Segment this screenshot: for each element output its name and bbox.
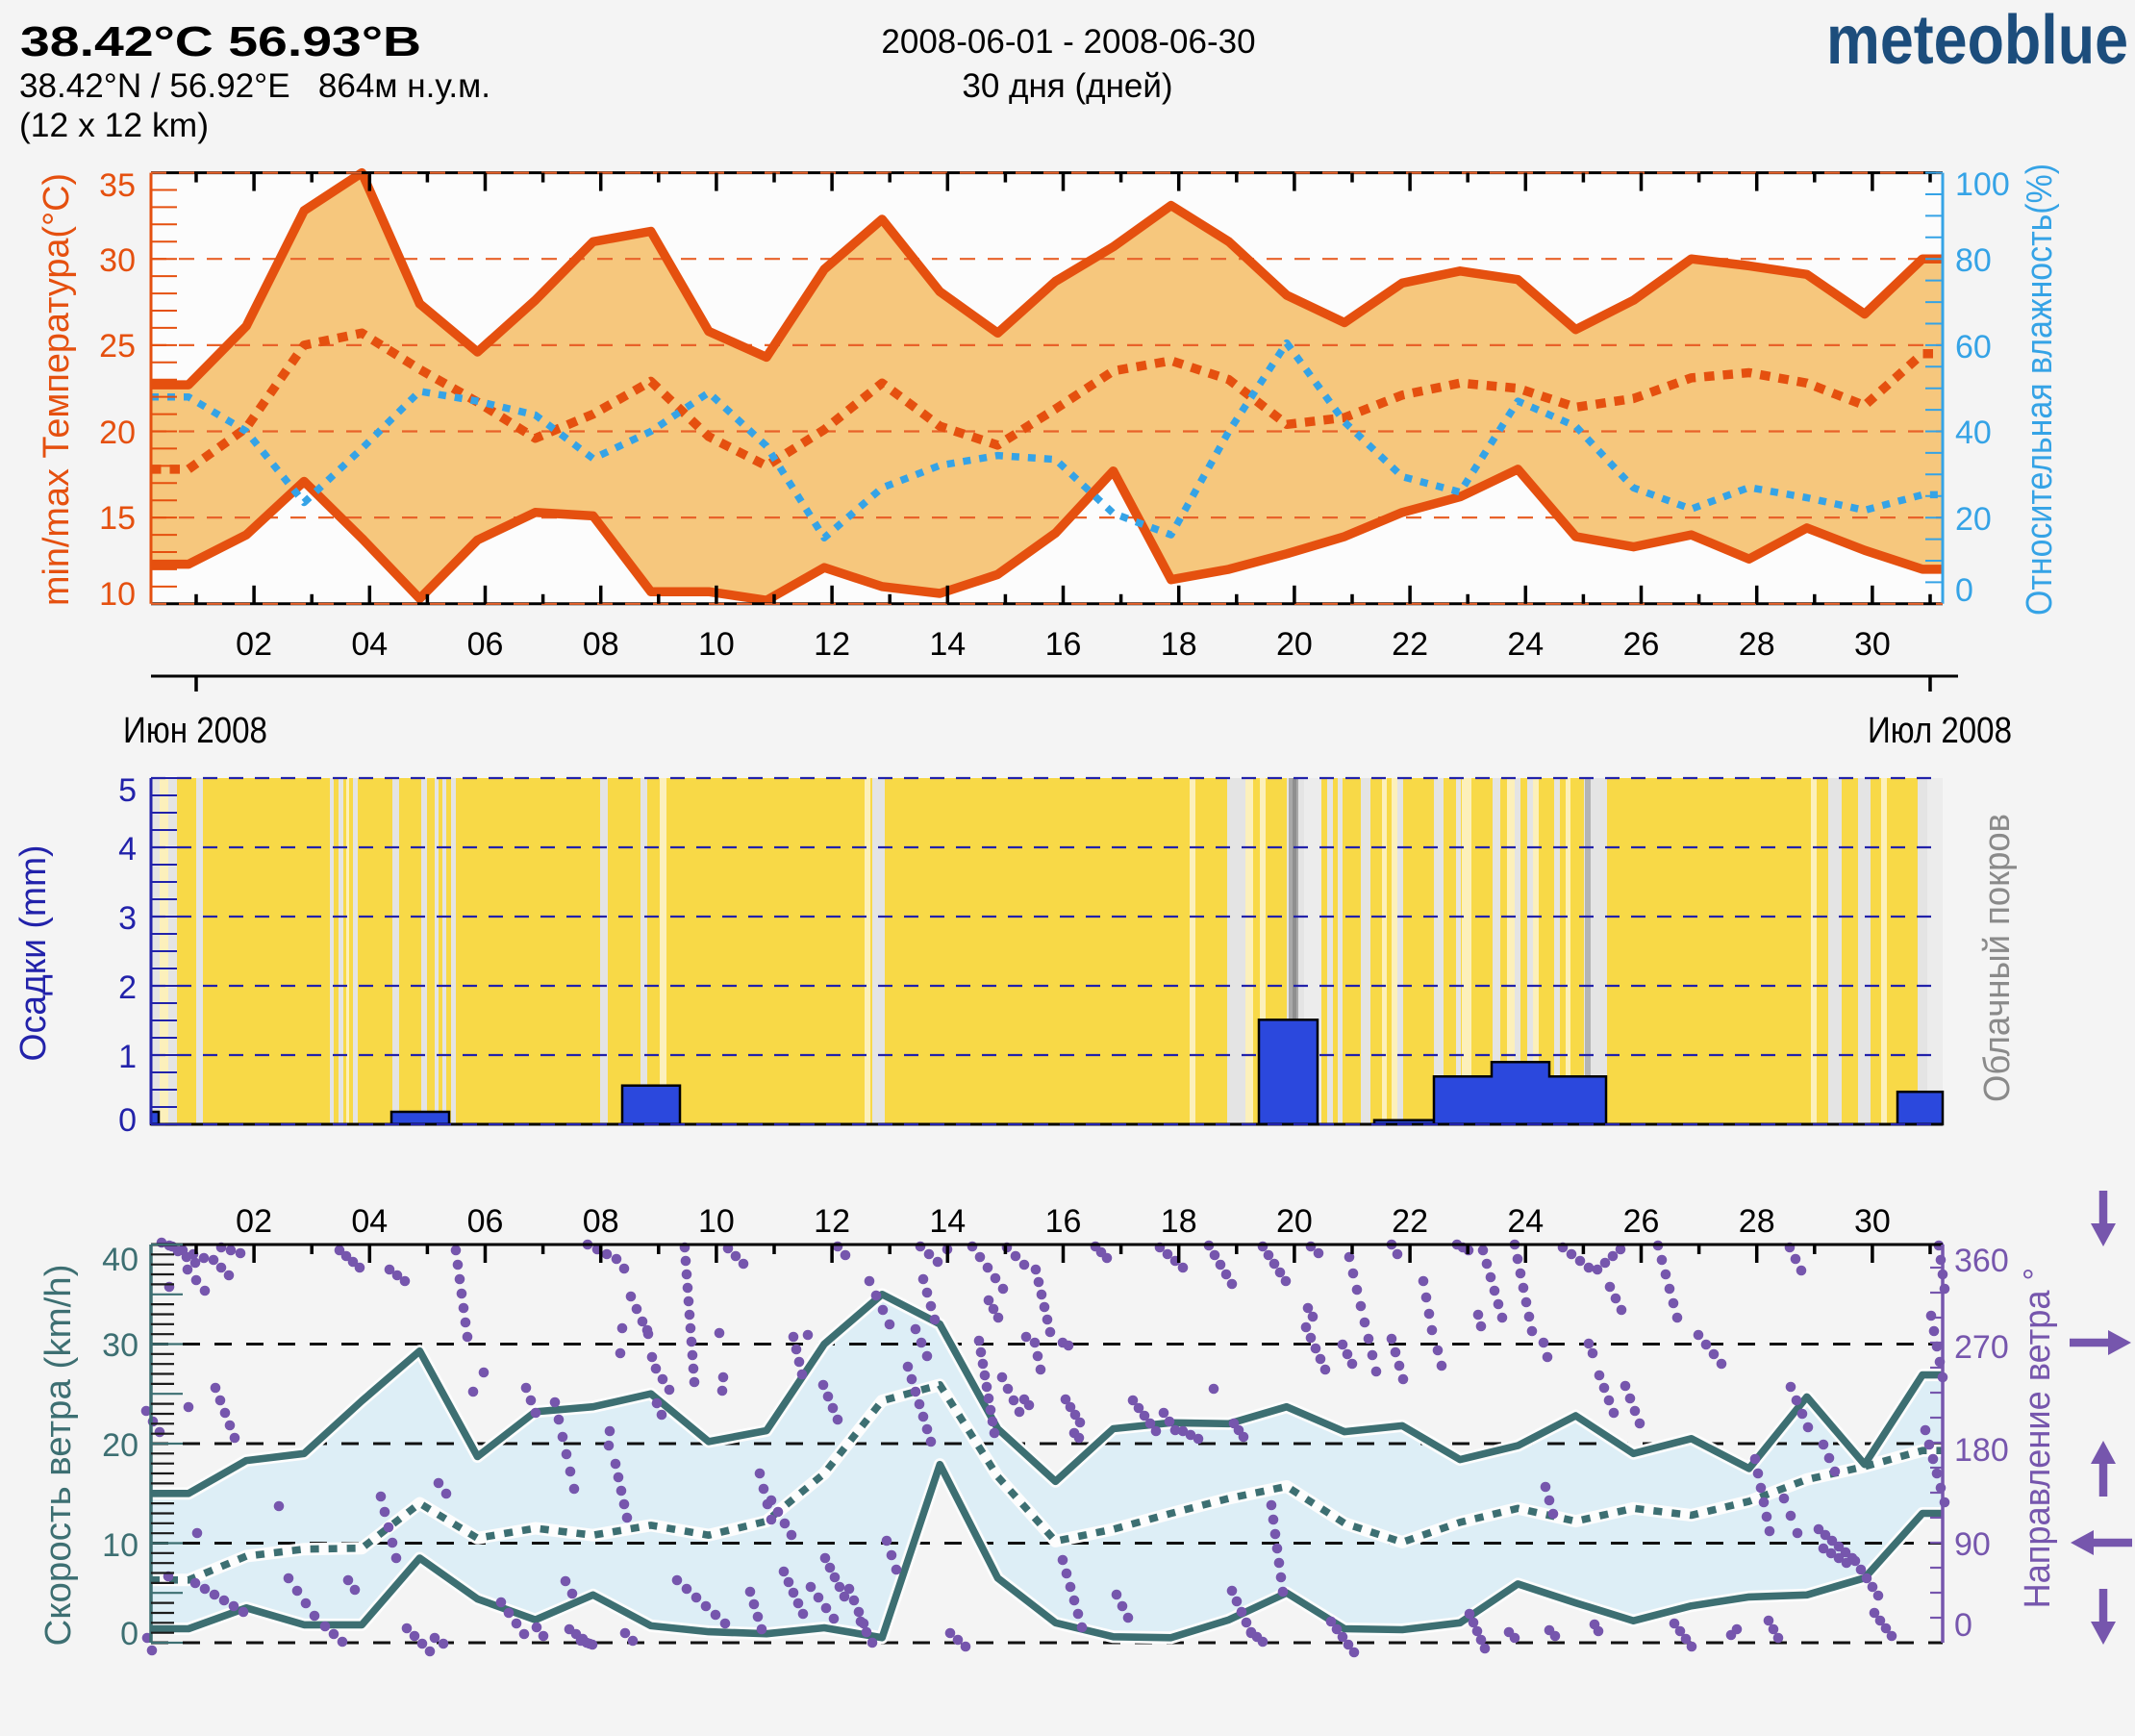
svg-text:38.42°C 56.93°B: 38.42°C 56.93°B bbox=[20, 18, 421, 65]
svg-text:38.42°N / 56.92°E 864м н.у.м: 38.42°N / 56.92°E 864м н.у.м. bbox=[19, 67, 490, 105]
svg-text:20: 20 bbox=[102, 1427, 138, 1464]
svg-text:02: 02 bbox=[236, 1203, 272, 1240]
svg-text:min/max Температура(°C): min/max Температура(°C) bbox=[37, 173, 77, 606]
svg-text:Июн 2008: Июн 2008 bbox=[123, 711, 267, 751]
svg-text:0: 0 bbox=[118, 1102, 137, 1139]
svg-text:3: 3 bbox=[118, 900, 137, 937]
svg-text:40: 40 bbox=[1955, 415, 1992, 451]
svg-text:15: 15 bbox=[99, 500, 136, 537]
svg-text:18: 18 bbox=[1161, 626, 1197, 663]
svg-text:0: 0 bbox=[1954, 1607, 1972, 1644]
svg-text:20: 20 bbox=[1955, 501, 1992, 538]
svg-text:40: 40 bbox=[102, 1242, 138, 1278]
svg-text:80: 80 bbox=[1955, 242, 1992, 279]
svg-text:°: ° bbox=[2022, 1264, 2035, 1300]
svg-text:24: 24 bbox=[1507, 1203, 1544, 1240]
svg-text:10: 10 bbox=[102, 1527, 138, 1564]
svg-text:18: 18 bbox=[1161, 1203, 1197, 1240]
svg-text:12: 12 bbox=[814, 626, 850, 663]
svg-text:28: 28 bbox=[1739, 1203, 1775, 1240]
svg-text:26: 26 bbox=[1623, 1203, 1660, 1240]
svg-text:30: 30 bbox=[1854, 1203, 1891, 1240]
svg-text:Скорость ветра (km/h): Скорость ветра (km/h) bbox=[38, 1265, 79, 1647]
svg-text:04: 04 bbox=[351, 1203, 388, 1240]
svg-text:35: 35 bbox=[99, 167, 136, 204]
svg-text:14: 14 bbox=[929, 626, 966, 663]
svg-text:30: 30 bbox=[99, 242, 136, 279]
svg-text:16: 16 bbox=[1045, 1203, 1082, 1240]
svg-text:Относительная влажность(%): Относительная влажность(%) bbox=[2020, 164, 2060, 616]
svg-text:(12 x 12 km): (12 x 12 km) bbox=[19, 107, 209, 144]
svg-text:0: 0 bbox=[1955, 572, 1973, 609]
svg-text:1: 1 bbox=[118, 1039, 137, 1075]
svg-text:20: 20 bbox=[1276, 626, 1313, 663]
svg-text:30: 30 bbox=[102, 1327, 138, 1364]
svg-text:25: 25 bbox=[99, 328, 136, 365]
svg-text:4: 4 bbox=[118, 831, 137, 868]
svg-text:0: 0 bbox=[120, 1616, 138, 1652]
svg-text:10: 10 bbox=[99, 576, 136, 613]
svg-text:100: 100 bbox=[1955, 166, 2010, 203]
svg-text:meteoblue: meteoblue bbox=[1826, 2, 2128, 79]
svg-text:12: 12 bbox=[814, 1203, 850, 1240]
svg-text:24: 24 bbox=[1507, 626, 1544, 663]
svg-text:02: 02 bbox=[236, 626, 272, 663]
svg-text:28: 28 bbox=[1739, 626, 1775, 663]
svg-text:360: 360 bbox=[1954, 1243, 2009, 1279]
svg-text:270: 270 bbox=[1954, 1329, 2009, 1366]
svg-text:Направление ветра: Направление ветра bbox=[2018, 1290, 2058, 1609]
svg-text:60: 60 bbox=[1955, 329, 1992, 365]
svg-text:06: 06 bbox=[467, 1203, 504, 1240]
svg-text:22: 22 bbox=[1392, 1203, 1428, 1240]
svg-text:2008-06-01 - 2008-06-30: 2008-06-01 - 2008-06-30 bbox=[881, 23, 1255, 61]
svg-text:20: 20 bbox=[99, 415, 136, 451]
svg-text:Осадки (mm): Осадки (mm) bbox=[13, 845, 54, 1062]
svg-text:90: 90 bbox=[1954, 1526, 1991, 1563]
svg-text:04: 04 bbox=[351, 626, 388, 663]
svg-text:14: 14 bbox=[929, 1203, 966, 1240]
svg-text:2: 2 bbox=[118, 969, 137, 1006]
svg-text:22: 22 bbox=[1392, 626, 1428, 663]
svg-text:16: 16 bbox=[1045, 626, 1082, 663]
svg-text:10: 10 bbox=[698, 1203, 735, 1240]
svg-text:180: 180 bbox=[1954, 1432, 2009, 1469]
svg-text:08: 08 bbox=[583, 1203, 619, 1240]
svg-text:08: 08 bbox=[583, 626, 619, 663]
svg-text:Июл 2008: Июл 2008 bbox=[1868, 711, 2012, 751]
svg-text:30: 30 bbox=[1854, 626, 1891, 663]
svg-text:26: 26 bbox=[1623, 626, 1660, 663]
svg-text:5: 5 bbox=[118, 772, 137, 809]
svg-text:30 дня (дней): 30 дня (дней) bbox=[962, 67, 1172, 105]
svg-text:06: 06 bbox=[467, 626, 504, 663]
svg-text:10: 10 bbox=[698, 626, 735, 663]
svg-text:Облачный покров: Облачный покров bbox=[1977, 814, 2018, 1102]
svg-text:20: 20 bbox=[1276, 1203, 1313, 1240]
